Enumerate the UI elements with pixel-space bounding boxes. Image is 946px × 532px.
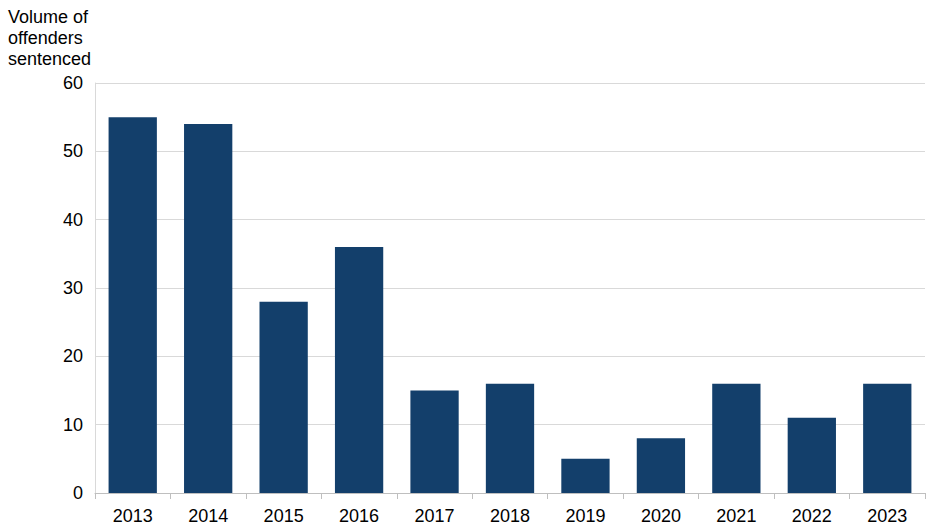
svg-text:2023: 2023 bbox=[867, 506, 907, 526]
svg-text:2021: 2021 bbox=[716, 506, 756, 526]
svg-text:2019: 2019 bbox=[565, 506, 605, 526]
svg-text:2013: 2013 bbox=[113, 506, 153, 526]
svg-text:2020: 2020 bbox=[641, 506, 681, 526]
svg-text:offenders: offenders bbox=[8, 28, 83, 48]
svg-text:0: 0 bbox=[73, 483, 83, 503]
svg-text:sentenced: sentenced bbox=[8, 49, 91, 69]
svg-text:30: 30 bbox=[63, 278, 83, 298]
svg-text:20: 20 bbox=[63, 346, 83, 366]
svg-text:60: 60 bbox=[63, 73, 83, 93]
svg-text:2018: 2018 bbox=[490, 506, 530, 526]
svg-text:2015: 2015 bbox=[264, 506, 304, 526]
svg-text:2014: 2014 bbox=[188, 506, 228, 526]
svg-text:2016: 2016 bbox=[339, 506, 379, 526]
svg-text:Volume of: Volume of bbox=[8, 7, 89, 27]
svg-text:50: 50 bbox=[63, 141, 83, 161]
svg-text:2022: 2022 bbox=[792, 506, 832, 526]
svg-text:10: 10 bbox=[63, 415, 83, 435]
svg-text:40: 40 bbox=[63, 210, 83, 230]
svg-text:2017: 2017 bbox=[415, 506, 455, 526]
